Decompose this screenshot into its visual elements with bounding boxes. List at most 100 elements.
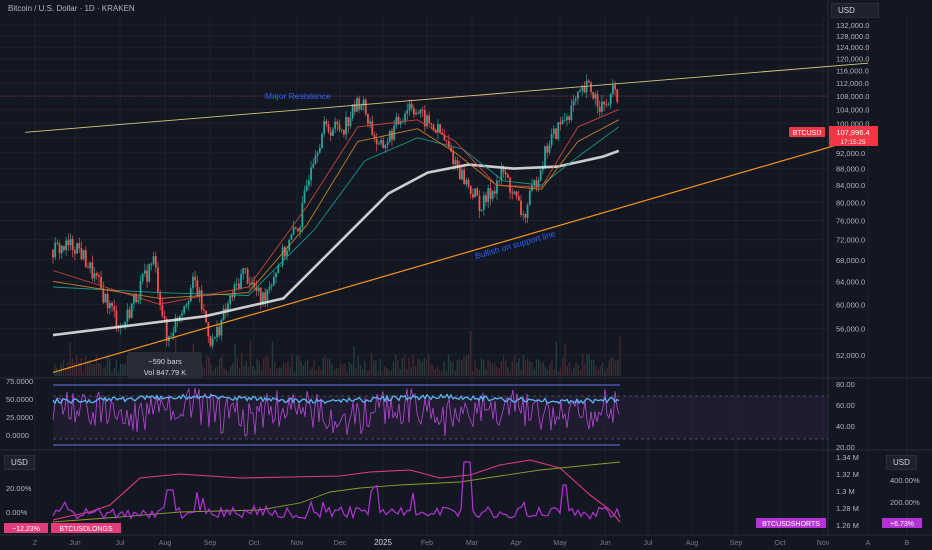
volume-bar — [210, 364, 212, 376]
volume-bar — [384, 366, 386, 376]
volume-bar — [84, 356, 87, 376]
volume-bar — [421, 361, 423, 376]
candle-body — [297, 228, 299, 232]
osc-right-tick: 40.00 — [836, 422, 855, 431]
candle-body — [73, 250, 76, 254]
candle-body — [579, 90, 581, 92]
volume-bar — [546, 370, 549, 376]
volume-bar — [219, 358, 221, 376]
candle-body — [576, 91, 579, 99]
volume-bar — [483, 359, 485, 376]
candle-body — [266, 289, 269, 301]
candle-body — [332, 128, 334, 136]
candle-body — [485, 195, 487, 203]
candle-body — [203, 309, 205, 311]
candle-body — [570, 105, 573, 121]
candle-body — [95, 273, 98, 276]
x-tick-label: Jul — [644, 540, 653, 547]
currency-label-bottom-right[interactable]: USD — [886, 455, 917, 470]
candle-body — [369, 121, 372, 124]
volume-bar — [324, 355, 326, 376]
ls-mid-tick: 1.34 M — [836, 453, 859, 462]
candle-body — [139, 281, 142, 300]
volume-bar — [586, 354, 588, 376]
candle-body — [373, 134, 376, 139]
volume-bar — [615, 361, 617, 376]
volume-info-text: Vol 847.79 K — [144, 368, 187, 377]
y-tick-label: 124,000.0 — [836, 43, 869, 52]
volume-bar — [491, 364, 494, 376]
candle-body — [447, 141, 450, 148]
volume-bar — [439, 370, 441, 376]
candle-body — [104, 293, 107, 303]
ls-left-tick: 20.00% — [6, 484, 32, 493]
osc-left-tick: 50.0000 — [6, 395, 33, 404]
candle-body — [222, 308, 225, 320]
candle-body — [209, 336, 212, 346]
volume-bar — [597, 370, 599, 376]
candle-body — [237, 283, 240, 289]
candle-body — [216, 326, 218, 338]
volume-bar — [91, 363, 93, 376]
candle-body — [281, 247, 284, 266]
candle-body — [299, 227, 302, 232]
candle-body — [198, 290, 201, 296]
volume-bar — [516, 362, 518, 376]
volume-bar — [111, 371, 113, 376]
volume-bar — [230, 365, 232, 376]
volume-bar — [553, 368, 555, 376]
volume-bar — [487, 359, 489, 376]
candle-body — [388, 130, 391, 142]
y-tick-label: 120,000.0 — [836, 55, 869, 64]
volume-bar — [410, 367, 412, 376]
volume-bar — [610, 357, 612, 376]
candle-body — [430, 123, 433, 125]
x-tick-label: Jun — [599, 540, 610, 547]
x-tick-label: Oct — [775, 540, 786, 547]
volume-bar — [461, 360, 463, 376]
candle-body — [465, 179, 468, 185]
candle-body — [323, 121, 326, 134]
currency-selector-top[interactable]: USD — [831, 3, 879, 18]
volume-bar — [542, 361, 544, 376]
volume-bar — [599, 365, 601, 376]
candle-body — [141, 273, 144, 282]
candle-body — [128, 309, 131, 318]
currency-label-mid[interactable]: USD — [4, 455, 35, 470]
candle-body — [181, 313, 183, 316]
candle-body — [386, 141, 389, 146]
price-tag-value: 107,996.4 — [836, 128, 869, 137]
candle-body — [531, 184, 533, 191]
candle-body — [487, 188, 490, 203]
candle-body — [380, 140, 382, 144]
candle-body — [185, 304, 188, 307]
volume-bar — [557, 371, 560, 376]
x-tick-label: B — [905, 540, 910, 547]
candle-body — [489, 188, 492, 199]
candle-body — [391, 130, 393, 140]
candle-body — [218, 326, 221, 336]
candle-body — [382, 140, 385, 149]
x-tick-label: 2025 — [374, 538, 392, 547]
ls-mid-tick: 1.28 M — [836, 504, 859, 513]
price-tag-countdown: 17:15:25 — [840, 139, 866, 146]
ma-line-orange — [52, 119, 619, 299]
candle-body — [102, 288, 105, 303]
volume-bar — [447, 354, 450, 376]
volume-bar — [494, 362, 496, 376]
candle-body — [211, 338, 214, 346]
volume-bar — [428, 354, 430, 376]
longs-name-tag-bg — [51, 523, 121, 533]
volume-bar — [274, 362, 276, 376]
candle-body — [58, 243, 61, 254]
candle-body — [196, 280, 199, 296]
candle-body — [327, 124, 330, 132]
volume-bar — [203, 367, 205, 376]
volume-bar — [469, 331, 472, 376]
symbol-tag-bg — [789, 127, 825, 137]
candle-body — [172, 332, 175, 337]
candle-body — [316, 152, 319, 156]
candle-body — [469, 185, 472, 194]
y-tick-label: 92,000.0 — [836, 149, 865, 158]
